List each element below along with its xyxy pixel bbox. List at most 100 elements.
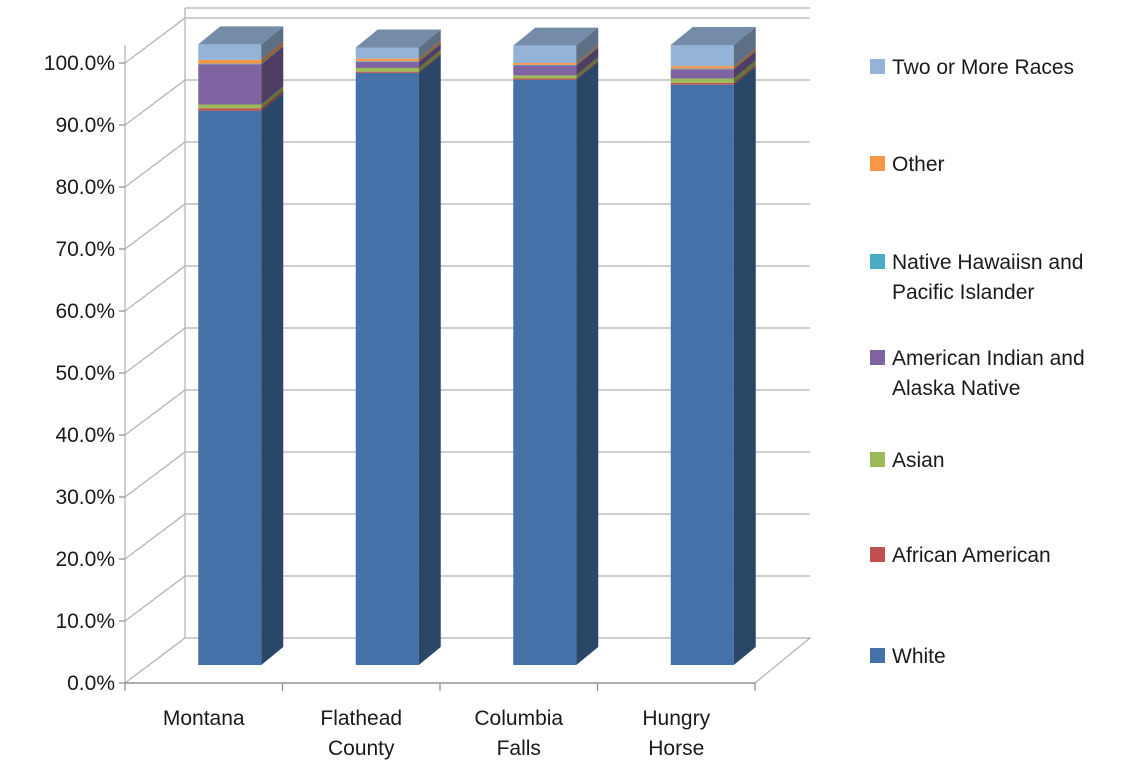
bar-top: [198, 26, 284, 45]
bar-segment: [670, 66, 756, 666]
legend-swatch: [870, 156, 885, 171]
bar-front: [355, 72, 419, 665]
bar-front: [198, 110, 262, 666]
legend-label: Asian: [892, 449, 945, 472]
bar-side: [576, 61, 599, 666]
bar-side: [733, 51, 756, 79]
bar-segment: [670, 48, 756, 69]
bar-front: [198, 64, 262, 105]
legend-item: Two or More Races: [870, 53, 1142, 83]
bar-front: [513, 64, 577, 66]
bar-front: [355, 58, 419, 62]
bar-segment: [513, 61, 599, 666]
bar-segment: [513, 47, 599, 76]
bar-front: [355, 47, 419, 59]
side-gridline: [124, 79, 186, 126]
side-gridline: [124, 327, 186, 374]
legend-item: American Indian and Alaska Native: [870, 344, 1142, 404]
bar-segment: [670, 51, 756, 79]
y-tick-label: 50.0%: [55, 362, 115, 385]
bar-front: [670, 82, 734, 85]
bar-front: [355, 71, 419, 73]
bar-front: [670, 68, 734, 70]
legend-swatch: [870, 547, 885, 562]
bar-side: [261, 46, 284, 105]
bar-side: [418, 54, 441, 665]
x-tick-label: Columbia: [474, 707, 563, 730]
legend-item: Native Hawaiisn and Pacific Islander: [870, 248, 1142, 308]
bar-side: [576, 27, 599, 63]
y-tick-label: 20.0%: [55, 548, 115, 571]
side-gridline: [124, 203, 186, 250]
side-gridline: [124, 513, 186, 560]
x-tick-label: Flathead: [320, 707, 402, 730]
side-gridline: [124, 451, 186, 498]
side-gridline: [124, 575, 186, 622]
bar-top: [670, 27, 756, 45]
bar-segment: [198, 92, 284, 666]
bar-segment: [198, 41, 284, 64]
bar-segment: [355, 54, 441, 665]
bar-side: [733, 60, 756, 83]
bar-side: [576, 47, 599, 76]
x-tick-label: Horse: [648, 737, 704, 760]
bar-segment: [670, 50, 756, 70]
legend-label: American Indian and Alaska Native: [892, 347, 1085, 400]
bar-front: [198, 63, 262, 65]
y-tick-label: 80.0%: [55, 176, 115, 199]
bar-segment: [670, 64, 756, 85]
bar-segment: [513, 60, 599, 80]
x-axis: Montana Flathead County Columbia Falls Hungry…: [124, 682, 756, 760]
bar-front: [513, 65, 577, 76]
bar-front: [355, 67, 419, 72]
bar-segment: [670, 27, 756, 67]
y-tick-label: 100.0%: [44, 52, 115, 75]
bar-side: [576, 44, 599, 65]
side-gridline: [124, 265, 186, 312]
bar-segment: [198, 90, 284, 111]
bar-front: [513, 75, 577, 79]
bar-segment: [198, 45, 284, 65]
side-gridline: [124, 389, 186, 436]
bar-front: [355, 61, 419, 68]
bar-front: [670, 84, 734, 666]
bar-front: [670, 78, 734, 83]
bar-front: [513, 79, 577, 666]
legend-swatch: [870, 59, 885, 74]
bar-side: [261, 45, 284, 65]
bar-side: [576, 57, 599, 79]
bar-side: [418, 40, 441, 62]
bar-side: [261, 26, 284, 60]
y-tick-label: 0.0%: [67, 672, 115, 695]
bar-side: [733, 66, 756, 666]
bar-segment: [513, 44, 599, 65]
bar-segment: [513, 27, 599, 63]
y-tick-label: 70.0%: [55, 238, 115, 261]
bar-segment: [355, 40, 441, 62]
bar-segment: [198, 86, 284, 109]
legend-item: Other: [870, 150, 1142, 180]
legend-item: African American: [870, 541, 1142, 571]
legend-label: Native Hawaiisn and Pacific Islander: [892, 251, 1084, 304]
bar-side: [576, 46, 599, 66]
legend-label: African American: [892, 544, 1051, 567]
bar-front: [670, 66, 734, 69]
legend-item: Asian: [870, 446, 1142, 476]
bar-segment: [670, 60, 756, 83]
legend-label: White: [892, 645, 946, 668]
legend-swatch: [870, 452, 885, 467]
bar-side: [418, 43, 441, 62]
bars: [198, 26, 756, 666]
legend-label: Other: [892, 153, 945, 176]
bar-side: [261, 86, 284, 109]
bar-side: [261, 90, 284, 111]
bar-segment: [355, 43, 441, 62]
bar-segment: [513, 46, 599, 66]
bar-top: [513, 27, 599, 46]
side-gridline: [124, 141, 186, 188]
bar-front: [198, 108, 262, 111]
legend-label: Two or More Races: [892, 56, 1075, 79]
y-tick-label: 40.0%: [55, 424, 115, 447]
bar-front: [513, 62, 577, 65]
